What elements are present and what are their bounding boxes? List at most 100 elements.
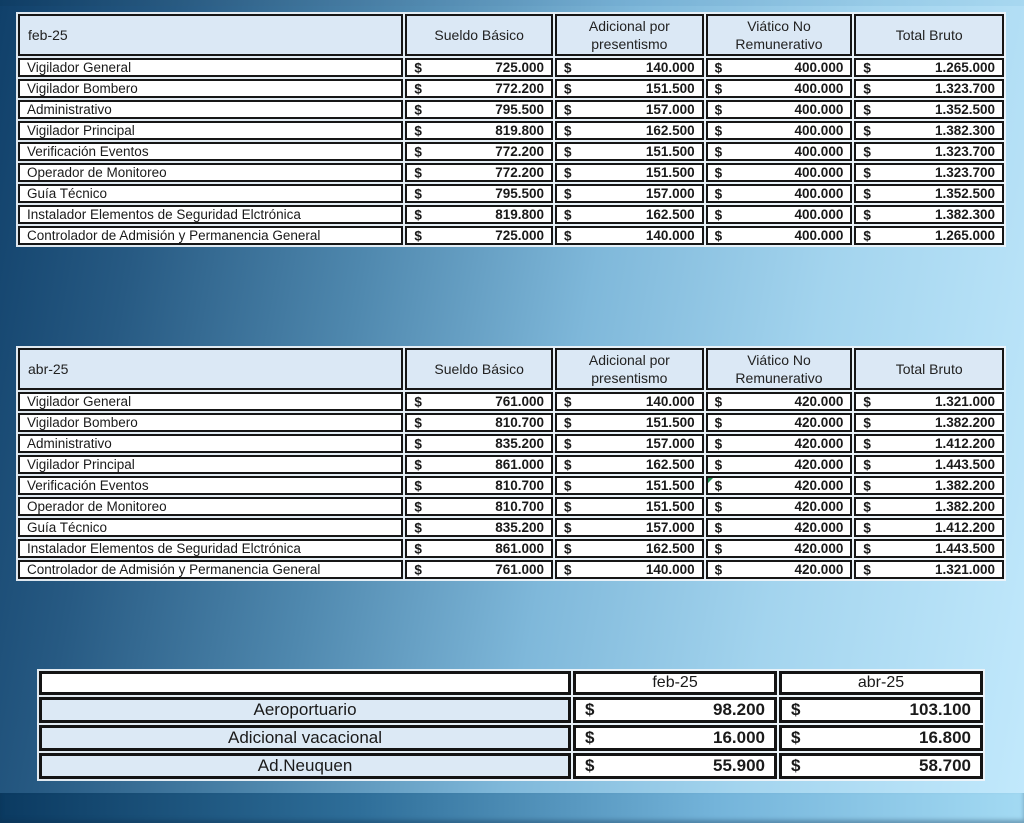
currency-symbol: $ xyxy=(863,186,871,201)
money-cell: $162.500 xyxy=(555,455,704,474)
money-cell: $400.000 xyxy=(705,121,853,140)
currency-symbol: $ xyxy=(714,81,723,96)
column-header: Adicional por presentismo xyxy=(555,348,704,390)
money-cell: $1.382.200 xyxy=(854,497,1004,516)
amount: 157.000 xyxy=(645,102,695,117)
money-cell: $725.000 xyxy=(405,58,554,77)
table-row: Guía Técnico $795.500 $157.000 $400.000 $1.3… xyxy=(18,184,1004,203)
money-cell: $1.323.700 xyxy=(854,79,1004,98)
amount: 151.500 xyxy=(645,478,695,493)
currency-symbol: $ xyxy=(714,60,723,75)
currency-symbol: $ xyxy=(863,165,871,180)
column-header: Adicional por presentismo xyxy=(555,14,704,56)
currency-symbol: $ xyxy=(414,520,422,535)
amount: 400.000 xyxy=(794,186,844,201)
money-cell: $140.000 xyxy=(555,58,704,77)
bottom-gradient-bar xyxy=(0,793,1024,823)
currency-symbol: $ xyxy=(585,700,595,719)
top-edge-shading xyxy=(0,0,1024,6)
amount: 810.700 xyxy=(495,499,545,514)
row-label: Verificación Eventos xyxy=(18,476,404,495)
amount: 725.000 xyxy=(495,228,545,243)
amount: 98.200 xyxy=(713,700,766,719)
amount: 761.000 xyxy=(495,394,545,409)
amount: 151.500 xyxy=(645,81,695,96)
salary-table-feb-25: feb-25 Sueldo Básico Adicional por present… xyxy=(16,12,1006,247)
amount: 1.323.700 xyxy=(934,144,995,159)
amount: 795.500 xyxy=(495,102,545,117)
row-label: Operador de Monitoreo xyxy=(18,163,404,182)
currency-symbol: $ xyxy=(863,81,871,96)
column-header: Total Bruto xyxy=(854,14,1004,56)
period-label: feb-25 xyxy=(18,14,404,56)
amount: 162.500 xyxy=(645,541,695,556)
row-label: Administrativo xyxy=(18,434,404,453)
money-cell: $151.500 xyxy=(555,163,704,182)
row-label: Aeroportuario xyxy=(39,697,572,723)
amount: 400.000 xyxy=(794,102,844,117)
money-cell: $861.000 xyxy=(405,539,554,558)
currency-symbol: $ xyxy=(863,436,871,451)
currency-symbol: $ xyxy=(791,728,801,747)
comment-marker-icon xyxy=(707,478,715,485)
money-cell: $55.900 xyxy=(573,753,778,779)
amount: 140.000 xyxy=(645,60,695,75)
money-cell: $140.000 xyxy=(555,392,704,411)
amount: 1.352.500 xyxy=(934,102,995,117)
amount: 420.000 xyxy=(794,457,844,472)
amount: 1.382.300 xyxy=(934,123,995,138)
row-label: Controlador de Admisión y Permanencia Ge… xyxy=(18,560,404,579)
money-cell: $420.000 xyxy=(705,560,853,579)
currency-symbol: $ xyxy=(714,102,723,117)
money-cell: $157.000 xyxy=(555,518,704,537)
money-cell: $810.700 xyxy=(405,476,554,495)
amount: 772.200 xyxy=(495,165,545,180)
amount: 772.200 xyxy=(495,81,545,96)
currency-symbol: $ xyxy=(414,60,422,75)
money-cell: $772.200 xyxy=(405,79,554,98)
amount: 1.443.500 xyxy=(934,541,995,556)
currency-symbol: $ xyxy=(863,499,871,514)
money-cell: $400.000 xyxy=(705,79,853,98)
money-cell: $400.000 xyxy=(705,205,853,224)
amount: 55.900 xyxy=(713,756,766,775)
currency-symbol: $ xyxy=(564,541,572,556)
adjustments-table: feb-25 abr-25 Aeroportuario $98.200 $103.100… xyxy=(37,669,985,781)
money-cell: $400.000 xyxy=(705,100,853,119)
currency-symbol: $ xyxy=(714,144,723,159)
amount: 1.382.200 xyxy=(934,415,995,430)
money-cell: $162.500 xyxy=(555,205,704,224)
money-cell: $795.500 xyxy=(405,100,554,119)
column-header: Sueldo Básico xyxy=(405,348,554,390)
amount: 16.800 xyxy=(919,728,971,747)
currency-symbol: $ xyxy=(564,499,572,514)
row-label: Vigilador General xyxy=(18,392,404,411)
table-row: Verificación Eventos $772.200 $151.500 $400… xyxy=(18,142,1004,161)
money-cell: $16.000 xyxy=(573,725,778,751)
currency-symbol: $ xyxy=(414,457,422,472)
amount: 162.500 xyxy=(645,123,695,138)
money-cell: $761.000 xyxy=(405,560,554,579)
table-row: Guía Técnico $835.200 $157.000 $420.000 $1.4… xyxy=(18,518,1004,537)
currency-symbol: $ xyxy=(414,394,422,409)
amount: 16.000 xyxy=(713,728,766,747)
amount: 151.500 xyxy=(645,499,695,514)
currency-symbol: $ xyxy=(414,102,422,117)
money-cell: $151.500 xyxy=(555,497,704,516)
column-header: Viático No Remunerativo xyxy=(705,348,853,390)
currency-symbol: $ xyxy=(863,478,871,493)
money-cell: $1.352.500 xyxy=(854,184,1004,203)
row-label: Vigilador General xyxy=(18,58,404,77)
currency-symbol: $ xyxy=(564,415,572,430)
currency-symbol: $ xyxy=(863,207,871,222)
row-label: Instalador Elementos de Seguridad Elctró… xyxy=(18,205,404,224)
row-label: Guía Técnico xyxy=(18,184,404,203)
currency-symbol: $ xyxy=(863,541,871,556)
currency-symbol: $ xyxy=(714,520,723,535)
money-cell: $400.000 xyxy=(705,184,853,203)
currency-symbol: $ xyxy=(564,165,572,180)
header-row: abr-25 Sueldo Básico Adicional por present… xyxy=(18,348,1004,390)
amount: 58.700 xyxy=(919,756,971,775)
amount: 819.800 xyxy=(495,207,545,222)
